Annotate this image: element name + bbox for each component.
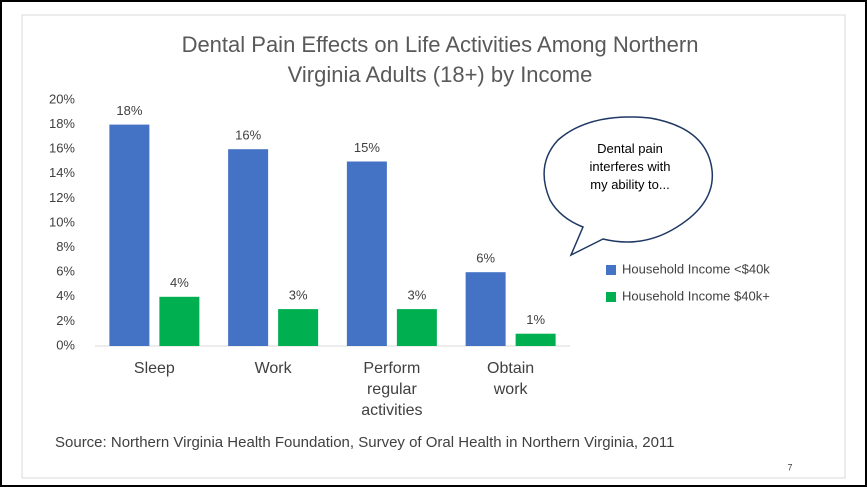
data-label: 15% xyxy=(354,140,380,155)
chart-title: Dental Pain Effects on Life Activities A… xyxy=(181,32,699,87)
source-note: Source: Northern Virginia Health Foundat… xyxy=(55,434,675,451)
bar xyxy=(396,309,437,346)
legend-swatch xyxy=(606,265,616,275)
data-label: 4% xyxy=(170,275,189,290)
data-label: 3% xyxy=(407,288,426,303)
chart-frame xyxy=(21,14,846,479)
y-tick-label: 12% xyxy=(49,190,75,205)
bar xyxy=(159,296,200,346)
legend-label: Household Income $40k+ xyxy=(622,288,770,303)
x-tick-label: Sleep xyxy=(133,360,175,377)
y-tick-label: 10% xyxy=(49,214,75,229)
bar xyxy=(346,161,387,346)
bar xyxy=(465,272,506,346)
data-label: 18% xyxy=(116,103,142,118)
page-number: 7 xyxy=(787,462,792,472)
annotation: Dental pain interferes with my ability t… xyxy=(589,141,671,192)
data-label: 6% xyxy=(476,251,495,266)
legend-label: Household Income <$40k xyxy=(622,261,770,276)
y-tick-label: 0% xyxy=(56,337,75,352)
y-tick-label: 18% xyxy=(49,116,75,131)
y-tick-label: 2% xyxy=(56,313,75,328)
bar xyxy=(515,333,556,346)
bar xyxy=(109,124,150,346)
y-tick-label: 20% xyxy=(49,91,75,106)
y-tick-label: 8% xyxy=(56,239,75,254)
y-tick-label: 4% xyxy=(56,288,75,303)
y-tick-label: 16% xyxy=(49,141,75,156)
x-tick-label: Perform regular activities xyxy=(361,360,423,419)
legend-swatch xyxy=(606,292,616,302)
data-label: 3% xyxy=(289,288,308,303)
bar xyxy=(228,149,269,346)
x-tick-label: Obtain work xyxy=(487,360,535,398)
x-tick-label: Work xyxy=(254,360,292,377)
data-label: 16% xyxy=(235,128,261,143)
data-label: 1% xyxy=(526,312,545,327)
y-tick-label: 14% xyxy=(49,165,75,180)
y-tick-label: 6% xyxy=(56,264,75,279)
bar xyxy=(278,309,319,346)
speech-bubble xyxy=(543,116,714,257)
